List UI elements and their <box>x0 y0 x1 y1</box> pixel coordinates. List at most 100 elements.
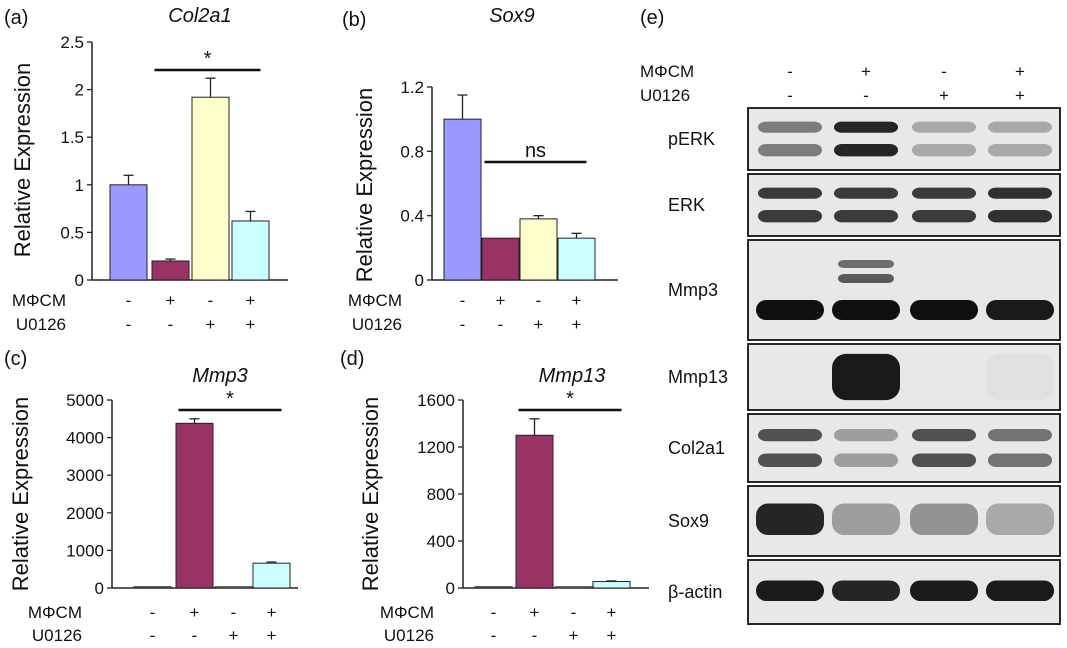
blot-band <box>834 428 898 442</box>
bar-chart-panel: (c) Mmp3 Relative Expression 0 1000 2000 3000 4… <box>4 348 298 645</box>
blot-band <box>988 143 1052 157</box>
bar <box>214 586 253 589</box>
blot-band <box>988 187 1052 199</box>
blot-header-sign: + <box>1015 62 1025 81</box>
blot-label: Col2a1 <box>668 438 725 458</box>
condition-sign: - <box>498 315 504 334</box>
y-tick-label: 400 <box>427 532 455 551</box>
bar <box>175 422 214 589</box>
blot-band <box>838 274 894 283</box>
condition-sign: - <box>491 626 497 645</box>
blot-band <box>758 121 822 133</box>
blot-label: ERK <box>668 195 705 215</box>
y-tick-label: 800 <box>427 485 455 504</box>
blot-label: Mmp13 <box>668 367 728 387</box>
condition-sign: - <box>168 315 174 334</box>
condition-label-mphicm: MΦCM <box>12 291 66 310</box>
y-tick-label: 2000 <box>66 504 104 523</box>
y-tick-label: 0 <box>95 579 104 598</box>
blot-header-mphicm: MΦCM <box>640 62 694 81</box>
blot-band <box>910 503 978 535</box>
condition-sign: + <box>572 291 582 310</box>
blot-band <box>988 121 1052 133</box>
blot-band <box>910 580 978 601</box>
condition-sign: + <box>530 603 540 622</box>
condition-label-mphicm: MΦCM <box>380 603 434 622</box>
bar <box>519 218 558 281</box>
blot-band <box>912 143 976 157</box>
y-tick-label: 2.5 <box>60 33 84 52</box>
y-axis-label: Relative Expression <box>10 63 35 257</box>
condition-sign: - <box>126 315 132 334</box>
y-tick-label: 0.5 <box>60 223 84 242</box>
bar-chart-panel: (b) Sox9 Relative Expression 0 0.4 0.8 1.2 ns MΦ… <box>342 5 618 334</box>
significance-mark: ns <box>525 140 546 162</box>
y-tick-label: 1200 <box>417 438 455 457</box>
bar <box>443 118 482 281</box>
blot-band <box>832 503 900 535</box>
y-tick-label: 5000 <box>66 391 104 410</box>
panel-label: (c) <box>4 348 27 370</box>
blot-band <box>912 209 976 223</box>
chart-title: Sox9 <box>489 5 535 27</box>
bar <box>151 260 190 281</box>
blot-band <box>986 503 1054 535</box>
condition-sign: - <box>150 603 156 622</box>
condition-sign: + <box>267 603 277 622</box>
bar <box>515 434 554 589</box>
chart-title: Mmp13 <box>539 365 606 387</box>
blot-band <box>834 453 898 468</box>
condition-sign: - <box>532 626 538 645</box>
bar <box>109 184 148 281</box>
condition-sign: + <box>267 626 277 645</box>
y-tick-label: 0 <box>75 271 84 290</box>
condition-sign: - <box>460 291 466 310</box>
blot-label: β-actin <box>668 582 722 602</box>
condition-sign: - <box>126 291 132 310</box>
condition-label-mphicm: MΦCM <box>348 291 402 310</box>
blot-band <box>838 260 894 268</box>
blot-label: Sox9 <box>668 511 709 531</box>
bar <box>231 220 270 281</box>
condition-sign: - <box>192 626 198 645</box>
blot-strip <box>747 107 1061 171</box>
blot-strip <box>747 173 1061 237</box>
y-tick-label: 1600 <box>417 391 455 410</box>
condition-sign: + <box>607 603 617 622</box>
blot-band <box>758 428 822 442</box>
y-tick-label: 1000 <box>66 541 104 560</box>
blot-band <box>756 300 824 320</box>
y-tick-label: 2 <box>75 81 84 100</box>
y-axis-label: Relative Expression <box>358 397 383 591</box>
condition-sign: + <box>206 315 216 334</box>
blot-band <box>832 300 900 320</box>
blot-label: Mmp3 <box>668 280 718 300</box>
condition-sign: + <box>569 626 579 645</box>
y-tick-label: 0 <box>446 579 455 598</box>
significance-mark: * <box>566 388 574 410</box>
western-blot-panel: (e) MΦCM U0126 - - + - - + + + pERK ERK Mmp3 Mmp13 Col2… <box>640 7 1061 625</box>
bar <box>557 237 596 281</box>
condition-sign: + <box>190 603 200 622</box>
condition-sign: - <box>460 315 466 334</box>
condition-sign: - <box>208 291 214 310</box>
bar <box>133 586 172 589</box>
blot-band <box>910 300 978 320</box>
blot-band <box>758 143 822 157</box>
condition-sign: + <box>229 626 239 645</box>
panel-label: (a) <box>4 7 28 29</box>
blot-header-sign: - <box>787 62 793 81</box>
blot-band <box>834 209 898 223</box>
bar <box>481 237 520 281</box>
blot-header-sign: - <box>941 62 947 81</box>
blot-header-sign: + <box>861 62 871 81</box>
condition-sign: + <box>496 291 506 310</box>
blot-header-u0126: U0126 <box>640 86 690 105</box>
blot-band <box>988 209 1052 223</box>
blot-band <box>758 187 822 199</box>
blot-header-sign: + <box>939 86 949 105</box>
panel-label: (e) <box>640 7 664 29</box>
bar <box>474 586 513 589</box>
blot-band <box>986 580 1054 601</box>
